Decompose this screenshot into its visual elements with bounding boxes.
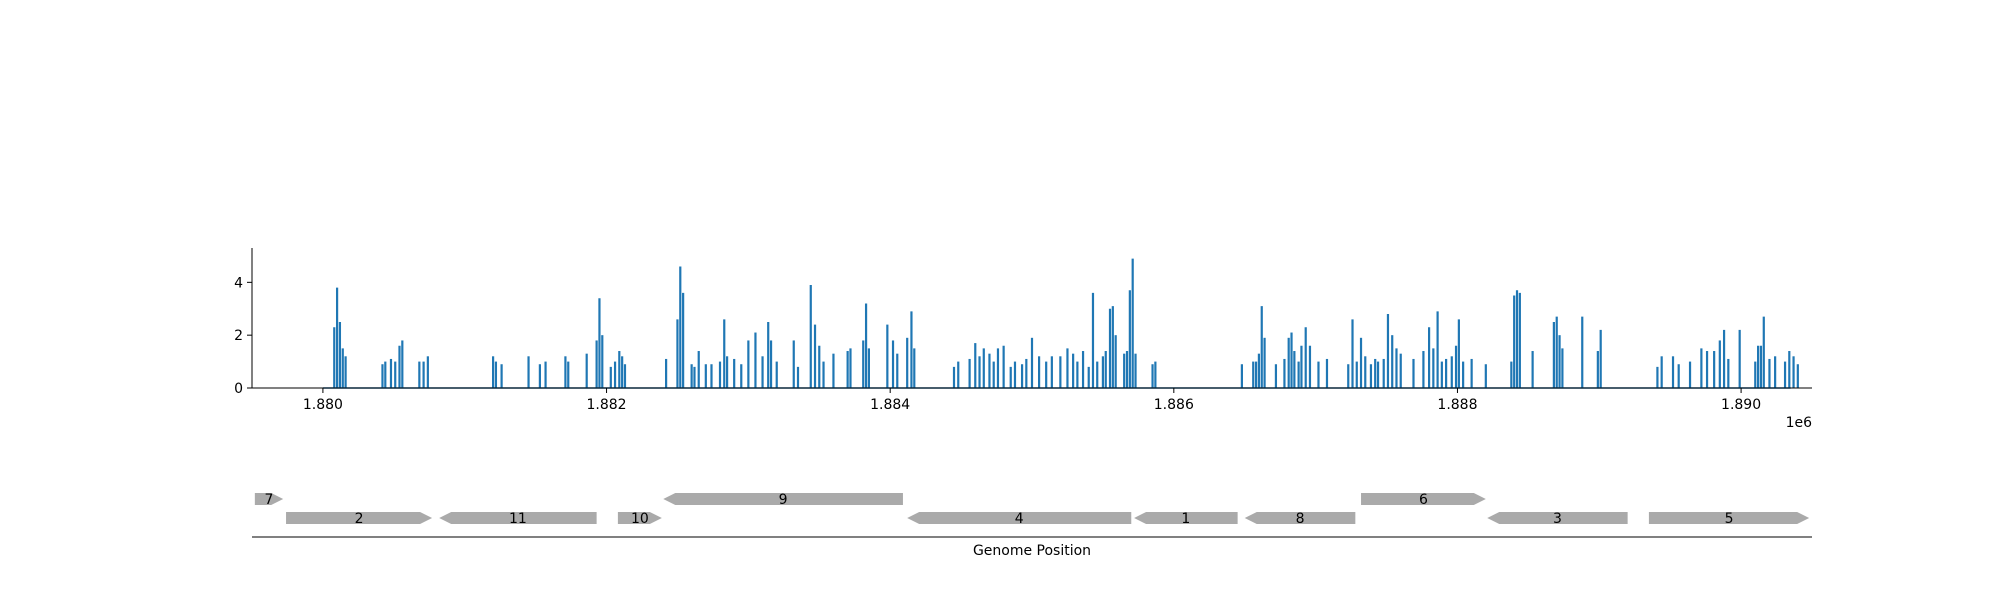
x-tick-label: 1.884 <box>870 397 910 413</box>
gene-arrow <box>1487 512 1628 524</box>
gene-label: 3 <box>1553 511 1562 527</box>
x-tick-label: 1.882 <box>586 397 626 413</box>
gene-arrow <box>1134 512 1238 524</box>
x-axis-ticks: 1.880 1.882 1.884 1.886 1.888 1.890 <box>303 388 1761 413</box>
gene-arrow <box>1244 512 1356 524</box>
x-tick-label: 1.880 <box>303 397 343 413</box>
gene-arrow <box>1648 512 1810 524</box>
coverage-bars <box>333 258 1799 388</box>
gene-arrow <box>907 512 1132 524</box>
gene-label: 11 <box>509 511 527 527</box>
gene-arrow <box>1361 493 1486 505</box>
gene-map: 7 2 11 10 9 4 1 8 6 3 5 Genome Position <box>252 492 1812 559</box>
gene-label: 9 <box>779 492 788 508</box>
y-tick-label: 0 <box>234 381 243 397</box>
gene-label: 10 <box>631 511 649 527</box>
x-axis-offset-label: 1e6 <box>1786 415 1813 431</box>
x-tick-label: 1.888 <box>1437 397 1477 413</box>
gene-map-x-label: Genome Position <box>973 543 1091 559</box>
gene-arrow <box>617 512 662 524</box>
gene-label: 1 <box>1181 511 1190 527</box>
gene-arrow <box>663 493 903 505</box>
x-tick-label: 1.890 <box>1721 397 1761 413</box>
gene-label: 4 <box>1015 511 1024 527</box>
x-tick-label: 1.886 <box>1154 397 1194 413</box>
gene-arrow <box>254 493 284 505</box>
y-axis-ticks: 0 2 4 <box>234 275 252 397</box>
y-tick-label: 2 <box>234 328 243 344</box>
gene-arrows: 7 2 11 10 9 4 1 8 6 3 5 <box>254 492 1810 527</box>
gene-label: 2 <box>355 511 364 527</box>
gene-arrow <box>439 512 597 524</box>
gene-label: 8 <box>1296 511 1305 527</box>
gene-label: 5 <box>1725 511 1734 527</box>
gene-label: 7 <box>265 492 274 508</box>
coverage-plot: 1.880 1.882 1.884 1.886 1.888 1.890 0 2 4 1e6 <box>234 248 1812 431</box>
gene-label: 6 <box>1419 492 1428 508</box>
gene-arrow <box>286 512 433 524</box>
y-tick-label: 4 <box>234 275 243 291</box>
